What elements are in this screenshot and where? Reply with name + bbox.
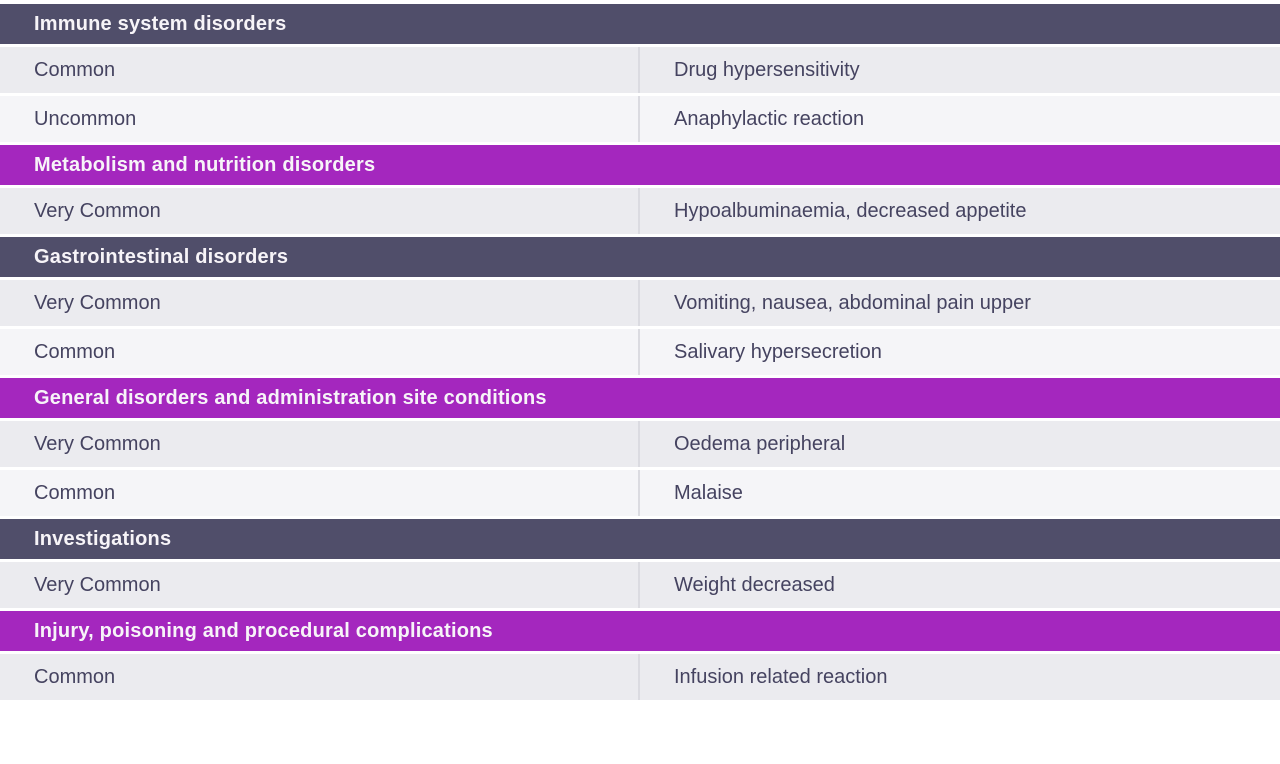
table-row: Common Salivary hypersecretion (0, 329, 1280, 375)
frequency-cell: Common (0, 47, 638, 93)
frequency-cell: Common (0, 329, 638, 375)
reactions-cell: Malaise (638, 470, 1280, 516)
adverse-reactions-table: Immune system disorders Common Drug hype… (0, 4, 1280, 700)
reactions-cell: Infusion related reaction (638, 654, 1280, 700)
section-header: Metabolism and nutrition disorders (0, 145, 1280, 185)
section-title: Injury, poisoning and procedural complic… (34, 619, 493, 642)
section-title: Investigations (34, 527, 172, 550)
reactions-cell: Oedema peripheral (638, 421, 1280, 467)
table-row: Very Common Oedema peripheral (0, 421, 1280, 467)
reactions-cell: Salivary hypersecretion (638, 329, 1280, 375)
table-row: Uncommon Anaphylactic reaction (0, 96, 1280, 142)
section-title: Gastrointestinal disorders (34, 245, 289, 268)
table-row: Very Common Weight decreased (0, 562, 1280, 608)
section-title: General disorders and administration sit… (34, 386, 547, 409)
table-row: Very Common Hypoalbuminaemia, decreased … (0, 188, 1280, 234)
frequency-cell: Very Common (0, 421, 638, 467)
reactions-cell: Weight decreased (638, 562, 1280, 608)
table-row: Common Malaise (0, 470, 1280, 516)
frequency-cell: Very Common (0, 188, 638, 234)
table-row: Common Drug hypersensitivity (0, 47, 1280, 93)
table-row: Common Infusion related reaction (0, 654, 1280, 700)
section-title: Metabolism and nutrition disorders (34, 153, 376, 176)
section-title: Immune system disorders (34, 12, 287, 35)
section-header: Immune system disorders (0, 4, 1280, 44)
frequency-cell: Uncommon (0, 96, 638, 142)
section-header: Gastrointestinal disorders (0, 237, 1280, 277)
section-header: Injury, poisoning and procedural complic… (0, 611, 1280, 651)
section-header: General disorders and administration sit… (0, 378, 1280, 418)
reactions-cell: Vomiting, nausea, abdominal pain upper (638, 280, 1280, 326)
reactions-cell: Drug hypersensitivity (638, 47, 1280, 93)
frequency-cell: Common (0, 654, 638, 700)
reactions-cell: Anaphylactic reaction (638, 96, 1280, 142)
section-header: Investigations (0, 519, 1280, 559)
frequency-cell: Very Common (0, 562, 638, 608)
table-row: Very Common Vomiting, nausea, abdominal … (0, 280, 1280, 326)
frequency-cell: Common (0, 470, 638, 516)
reactions-cell: Hypoalbuminaemia, decreased appetite (638, 188, 1280, 234)
frequency-cell: Very Common (0, 280, 638, 326)
